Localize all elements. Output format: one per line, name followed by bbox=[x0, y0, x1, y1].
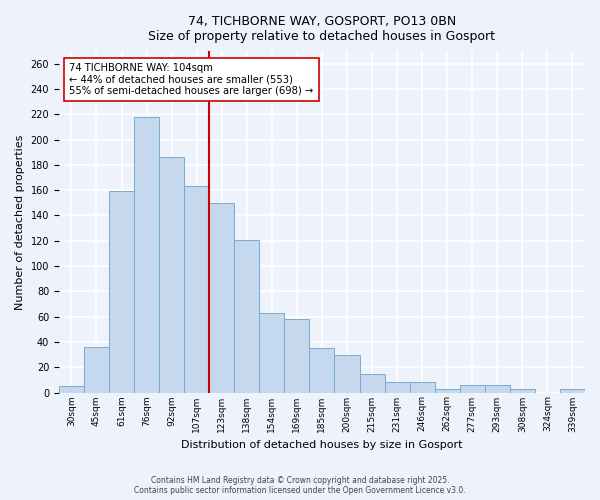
Bar bbox=[560, 388, 585, 392]
Bar bbox=[359, 374, 385, 392]
Bar bbox=[159, 158, 184, 392]
Bar bbox=[209, 203, 234, 392]
Bar bbox=[310, 348, 334, 393]
Bar bbox=[234, 240, 259, 392]
Text: 74 TICHBORNE WAY: 104sqm
← 44% of detached houses are smaller (553)
55% of semi-: 74 TICHBORNE WAY: 104sqm ← 44% of detach… bbox=[70, 63, 314, 96]
Bar bbox=[134, 117, 159, 392]
X-axis label: Distribution of detached houses by size in Gosport: Distribution of detached houses by size … bbox=[181, 440, 463, 450]
Bar bbox=[334, 354, 359, 393]
Bar bbox=[284, 319, 310, 392]
Bar bbox=[184, 186, 209, 392]
Y-axis label: Number of detached properties: Number of detached properties bbox=[15, 134, 25, 310]
Bar bbox=[385, 382, 410, 392]
Bar bbox=[460, 385, 485, 392]
Text: Contains HM Land Registry data © Crown copyright and database right 2025.
Contai: Contains HM Land Registry data © Crown c… bbox=[134, 476, 466, 495]
Bar bbox=[410, 382, 434, 392]
Bar bbox=[59, 386, 84, 392]
Title: 74, TICHBORNE WAY, GOSPORT, PO13 0BN
Size of property relative to detached house: 74, TICHBORNE WAY, GOSPORT, PO13 0BN Siz… bbox=[148, 15, 496, 43]
Bar bbox=[109, 192, 134, 392]
Bar bbox=[259, 313, 284, 392]
Bar bbox=[510, 388, 535, 392]
Bar bbox=[485, 385, 510, 392]
Bar bbox=[434, 388, 460, 392]
Bar bbox=[84, 347, 109, 393]
